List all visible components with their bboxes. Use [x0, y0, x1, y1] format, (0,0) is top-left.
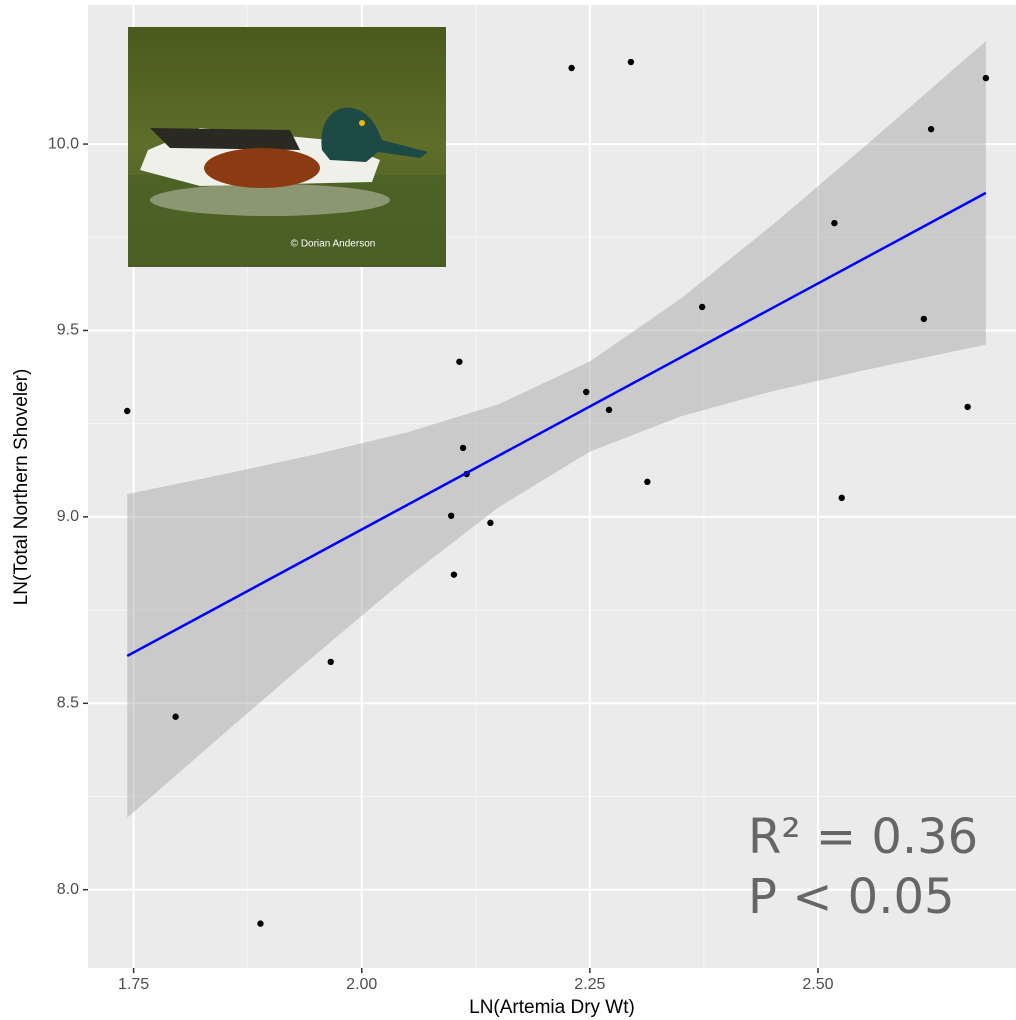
point — [257, 920, 264, 927]
point — [568, 64, 575, 72]
point — [172, 713, 179, 720]
x-tick-label: 2.25 — [574, 976, 605, 993]
point — [964, 403, 971, 411]
point — [982, 74, 990, 82]
point — [627, 58, 635, 66]
annotation: R² = 0.36 — [748, 809, 978, 865]
y-tick-label: 9.0 — [57, 508, 79, 525]
point — [456, 358, 463, 365]
fit-line — [126, 191, 987, 658]
x-tick-label: 2.50 — [802, 976, 833, 993]
point — [450, 571, 458, 578]
x-tick-label: 2.00 — [346, 976, 377, 993]
point — [124, 407, 131, 415]
inset-credit: © Dorian Anderson — [291, 239, 376, 250]
y-tick-label: 8.5 — [57, 695, 79, 712]
confidence-band — [127, 41, 986, 818]
point — [487, 519, 494, 527]
point — [838, 494, 845, 502]
inset-photo: © Dorian Anderson — [128, 27, 446, 267]
point — [927, 125, 935, 133]
point — [327, 658, 334, 666]
point — [447, 512, 455, 519]
y-tick-label: 10.0 — [48, 135, 79, 152]
point — [698, 303, 706, 311]
point — [583, 388, 590, 396]
y-axis-title: LN(Total Northern Shoveler) — [11, 369, 32, 606]
y-tick-label: 9.5 — [57, 322, 79, 339]
point — [644, 478, 651, 486]
point — [920, 315, 928, 323]
point — [831, 219, 838, 227]
annotation: P < 0.05 — [748, 869, 955, 925]
point — [459, 444, 467, 452]
y-tick-label: 8.0 — [57, 881, 79, 898]
point — [605, 406, 613, 414]
x-axis-title: LN(Artemia Dry Wt) — [469, 997, 635, 1018]
x-tick-label: 1.75 — [118, 976, 149, 993]
